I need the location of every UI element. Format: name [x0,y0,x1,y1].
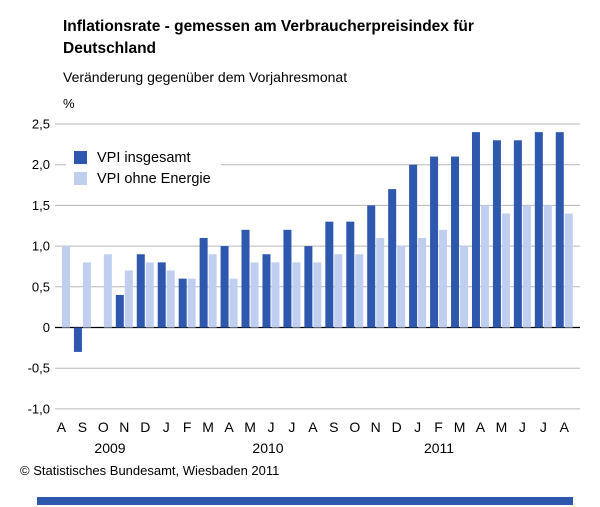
legend-swatch-vpi-insgesamt-icon [74,151,87,164]
month-label: A [560,419,570,435]
legend-swatch-vpi-ohne-energie-icon [74,172,87,185]
month-label: O [349,419,360,435]
copyright-note: © Statistisches Bundesamt, Wiesbaden 201… [20,463,280,478]
month-label: A [57,419,67,435]
bar-vpi-ohne-energie-6 [187,278,196,328]
legend-item-vpi-insgesamt: VPI insgesamt [74,147,211,168]
y-tick-label: 2,5 [32,117,50,132]
y-axis-unit-label: % [63,96,75,111]
bar-vpi-insgesamt-6 [178,278,187,328]
bar-vpi-ohne-energie-24 [564,213,573,328]
bar-vpi-ohne-energie-1 [82,262,91,328]
bar-vpi-ohne-energie-4 [145,262,154,328]
y-tick-label: 1,0 [32,239,50,254]
bar-vpi-ohne-energie-23 [543,205,552,328]
bar-vpi-ohne-energie-20 [480,205,489,328]
year-label: 2011 [424,440,454,456]
bar-vpi-insgesamt-12 [304,246,313,328]
month-label: D [392,419,402,435]
bar-vpi-insgesamt-9 [241,229,250,328]
bar-vpi-insgesamt-15 [367,205,376,328]
month-label: J [519,419,526,435]
bar-vpi-insgesamt-11 [283,229,292,328]
month-label: M [454,419,466,435]
bar-vpi-ohne-energie-7 [208,254,217,328]
footer-accent-bar [37,497,573,505]
month-label: J [163,419,170,435]
month-label: M [202,419,214,435]
bar-vpi-insgesamt-19 [451,156,460,328]
year-label: 2010 [252,440,283,456]
bar-vpi-ohne-energie-17 [418,237,427,328]
bar-vpi-insgesamt-18 [430,156,439,328]
bar-vpi-insgesamt-17 [409,164,418,328]
month-label: A [224,419,234,435]
bar-vpi-insgesamt-10 [262,254,271,328]
bar-vpi-insgesamt-14 [346,221,355,328]
y-tick-label: -0,5 [28,361,50,376]
y-tick-label: 1,5 [32,198,50,213]
bar-vpi-insgesamt-5 [157,262,166,328]
bar-vpi-insgesamt-22 [513,140,522,328]
bar-vpi-insgesamt-24 [555,132,564,328]
bar-vpi-ohne-energie-22 [522,205,531,328]
month-label: M [496,419,508,435]
bar-vpi-ohne-energie-10 [271,262,280,328]
year-label: 2009 [94,440,125,456]
legend-label-vpi-ohne-energie: VPI ohne Energie [97,170,211,187]
month-label: J [540,419,547,435]
bar-vpi-ohne-energie-18 [439,229,448,328]
bar-vpi-ohne-energie-11 [292,262,301,328]
legend-label-vpi-insgesamt: VPI insgesamt [97,149,191,166]
bar-vpi-insgesamt-1 [73,327,82,352]
month-label: N [371,419,381,435]
bar-vpi-ohne-energie-8 [229,278,238,328]
legend-item-vpi-ohne-energie: VPI ohne Energie [74,168,211,189]
bar-vpi-insgesamt-23 [534,132,543,328]
y-tick-label: 2,0 [32,157,50,172]
month-label: S [329,419,338,435]
bar-vpi-ohne-energie-14 [355,254,364,328]
month-label: J [288,419,295,435]
month-label: M [244,419,256,435]
month-label: S [78,419,87,435]
bar-vpi-ohne-energie-3 [124,270,133,328]
bar-vpi-ohne-energie-0 [61,246,70,328]
y-tick-label: -1,0 [28,401,50,416]
legend: VPI insgesamt VPI ohne Energie [66,141,221,195]
month-label: A [476,419,486,435]
bar-vpi-ohne-energie-5 [166,270,175,328]
month-label: D [140,419,150,435]
month-label: J [414,419,421,435]
bar-vpi-insgesamt-8 [220,246,229,328]
bar-vpi-insgesamt-16 [388,189,397,328]
bar-vpi-insgesamt-21 [492,140,501,328]
chart-title: Inflationsrate - gemessen am Verbraucher… [63,18,474,57]
bar-vpi-ohne-energie-12 [313,262,322,328]
chart-subtitle: Veränderung gegenüber dem Vorjahresmonat [63,69,348,85]
bar-vpi-ohne-energie-19 [460,246,469,328]
month-label: A [308,419,318,435]
bar-vpi-insgesamt-3 [115,294,124,328]
month-label: F [434,419,443,435]
month-label: O [98,419,109,435]
bar-vpi-ohne-energie-9 [250,262,259,328]
bar-vpi-insgesamt-13 [325,221,334,328]
bar-vpi-insgesamt-4 [136,254,145,328]
month-label: F [183,419,192,435]
bar-vpi-ohne-energie-16 [397,246,406,328]
bar-vpi-ohne-energie-21 [501,213,510,328]
month-label: J [267,419,274,435]
bar-vpi-ohne-energie-13 [334,254,343,328]
bar-vpi-ohne-energie-15 [376,237,385,328]
bar-vpi-insgesamt-20 [471,132,480,328]
month-label: N [119,419,129,435]
bar-vpi-insgesamt-7 [199,237,208,328]
y-tick-label: 0 [43,320,50,335]
y-tick-label: 0,5 [32,279,50,294]
bar-vpi-ohne-energie-2 [103,254,112,328]
